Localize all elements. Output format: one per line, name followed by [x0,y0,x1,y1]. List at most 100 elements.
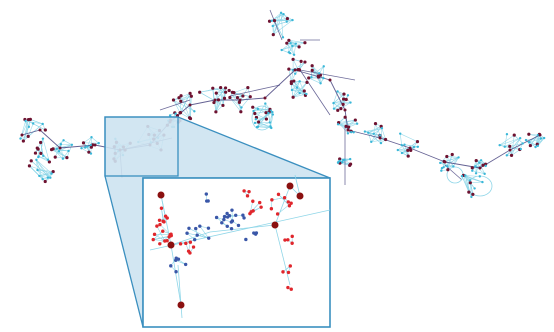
inset-node [183,262,188,267]
inset-node [229,226,234,231]
graph-edge [400,133,418,142]
graph-node [446,165,449,168]
graph-edge [83,137,92,144]
graph-edge [333,102,351,104]
graph-node [440,169,443,172]
inset-edge [153,230,163,240]
graph-node [179,94,183,98]
graph-node [263,96,267,100]
graph-loop [251,105,273,131]
graph-edge [311,65,319,77]
graph-node [29,159,33,163]
graph-node [219,86,223,90]
graph-node [478,166,482,170]
graph-edge [444,161,481,169]
graph-edge [21,129,41,136]
graph-node [290,88,294,92]
graph-node [62,139,65,142]
inset-node [258,200,262,205]
graph-node [294,72,297,75]
graph-node [41,122,44,126]
graph-node [297,68,301,72]
zoom-inset-box [142,177,331,328]
inset-node [254,231,259,235]
graph-node [542,136,546,140]
graph-edge [272,12,282,27]
graph-node [342,158,345,162]
graph-edge [274,20,284,38]
graph-node [332,101,335,105]
inset-node [283,238,287,242]
graph-node [264,117,269,121]
graph-edge [42,138,50,163]
graph-edge [399,133,402,146]
inset-node [204,192,209,196]
graph-node [318,72,321,75]
inset-node [159,206,164,210]
inset-node [163,239,167,243]
graph-node [457,156,460,159]
graph-edge [348,119,356,128]
graph-node [271,110,274,114]
graph-node [90,136,93,139]
graph-node [406,148,410,152]
inset-node [187,226,191,230]
graph-edge [293,80,306,96]
graph-node [349,130,353,134]
graph-node [81,141,86,145]
inset-node [222,217,226,222]
graph-node [316,75,321,79]
graph-node [50,172,53,175]
node-layer [19,11,546,199]
inset-node [276,192,281,197]
graph-node [512,133,516,137]
graph-node [468,181,472,185]
graph-node [367,131,370,134]
graph-node [291,57,295,61]
graph-node [467,190,471,194]
inset-node [157,218,162,222]
graph-node [46,158,50,161]
inset-edge [156,225,166,242]
graph-node [270,19,273,23]
inset-node [206,199,210,203]
inset-node [194,226,198,231]
graph-node [474,172,478,175]
graph-node [524,138,528,142]
inset-node [220,221,224,225]
graph-edge [461,176,470,193]
graph-node [179,99,183,103]
inset-node [242,189,246,193]
inset-node [225,224,229,228]
graph-node [42,154,45,158]
graph-edge [60,144,64,159]
graph-node [348,157,352,161]
inset-node [259,205,263,209]
inset-node [169,264,173,268]
graph-node [84,146,87,149]
graph-node [20,133,24,137]
graph-node [238,98,242,102]
graph-edge [36,159,51,178]
graph-node [227,88,231,93]
inset-node [230,219,235,223]
graph-node [267,19,272,23]
graph-node [445,154,449,159]
graph-node [240,106,243,109]
inset-edge [271,197,285,201]
graph-node [479,159,483,162]
graph-edge [367,132,372,142]
inset-node [286,200,290,204]
graph-node [332,107,336,110]
graph-node [481,163,485,167]
graph-edge [479,162,485,174]
graph-node [93,143,97,147]
graph-node [35,158,38,162]
graph-node [189,94,193,98]
graph-edge [280,12,287,22]
graph-edge [257,111,270,127]
graph-node [291,44,294,48]
inset-edge [294,174,301,197]
graph-edge [311,65,320,74]
